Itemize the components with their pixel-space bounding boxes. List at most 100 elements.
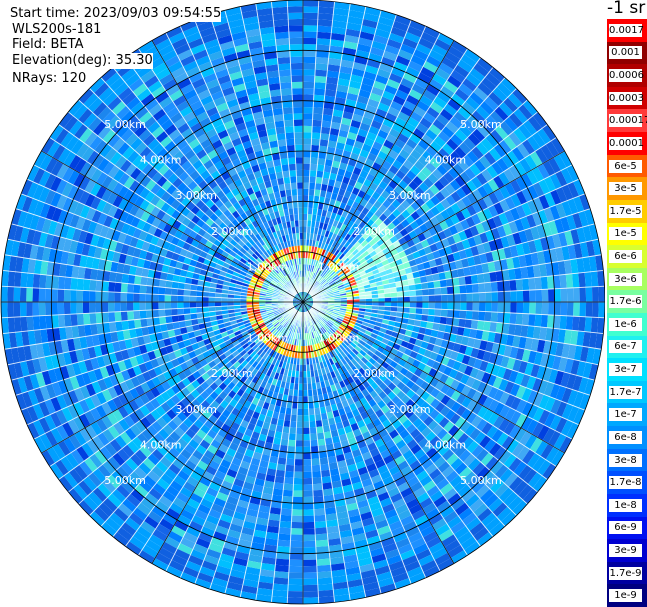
range-gate [552, 233, 562, 249]
range-gate [316, 38, 331, 46]
range-gate [573, 391, 585, 408]
range-gate [444, 376, 455, 387]
range-gate [303, 75, 315, 83]
range-gate [579, 346, 589, 363]
range-gate [518, 123, 533, 140]
range-gate [521, 349, 531, 363]
range-gate [481, 168, 493, 183]
range-gate [530, 338, 540, 352]
range-gate [543, 249, 552, 264]
range-gate [340, 117, 352, 126]
range-gate [526, 265, 535, 279]
range-gate [318, 145, 328, 153]
range-gate [343, 281, 350, 287]
range-gate [478, 292, 486, 302]
range-gate [368, 336, 376, 343]
range-gate [19, 302, 27, 317]
range-gate [330, 254, 337, 262]
range-gate [363, 243, 372, 251]
range-gate [538, 194, 550, 210]
range-gate [76, 313, 84, 326]
range-gate [326, 311, 333, 315]
range-gate [515, 204, 527, 219]
range-gate [323, 197, 331, 205]
range-gate [382, 118, 395, 129]
range-gate [288, 572, 303, 579]
range-gate [530, 226, 540, 241]
range-gate [413, 277, 422, 285]
range-gate [402, 72, 418, 84]
range-gate [333, 154, 343, 163]
range-gate [597, 317, 605, 334]
range-gate [570, 258, 579, 274]
range-gate [410, 331, 419, 339]
range-gate [450, 69, 466, 84]
range-gate [470, 245, 480, 257]
range-gate [317, 276, 323, 283]
range-gate [513, 127, 527, 143]
range-gate [426, 342, 435, 352]
range-gate [527, 404, 539, 420]
range-gate [491, 302, 498, 313]
range-gate [590, 271, 599, 287]
range-gate [377, 150, 388, 161]
range-gate [385, 133, 398, 144]
range-gate [548, 157, 561, 174]
range-gate [356, 175, 366, 185]
range-gate [422, 364, 432, 375]
range-gate [359, 149, 370, 159]
range-gate [573, 345, 583, 361]
range-gate [314, 260, 319, 267]
range-gate [344, 233, 352, 241]
range-gate [514, 372, 525, 386]
range-gate [303, 452, 312, 460]
range-gate [394, 14, 412, 26]
range-gate [493, 389, 505, 402]
range-gate [423, 349, 433, 359]
range-gate [310, 258, 315, 266]
range-gate [356, 95, 370, 105]
range-gate [499, 333, 509, 346]
range-gate [429, 101, 444, 114]
range-gate [552, 355, 562, 371]
range-gate [365, 298, 373, 302]
range-gate [411, 83, 426, 95]
range-gate [334, 258, 341, 265]
range-gate [7, 271, 16, 287]
range-gate [318, 269, 324, 276]
range-gate [340, 255, 348, 262]
range-gate [354, 251, 362, 259]
range-gate [536, 224, 547, 239]
range-gate [339, 274, 347, 280]
range-gate [397, 133, 410, 144]
range-gate [450, 213, 460, 225]
range-gate [407, 318, 415, 326]
range-gate [566, 302, 574, 317]
range-gate [555, 170, 568, 187]
range-gate [380, 145, 392, 155]
range-gate [515, 176, 528, 191]
range-gate [520, 173, 533, 188]
range-gate [369, 250, 377, 258]
range-gate [366, 339, 374, 347]
range-gate [576, 360, 587, 377]
range-gate [504, 182, 516, 197]
range-gate [296, 421, 303, 428]
range-gate [312, 477, 323, 485]
range-gate [45, 288, 52, 302]
range-gate [418, 248, 427, 257]
range-gate [325, 312, 332, 317]
range-gate [347, 276, 355, 282]
range-gate [483, 272, 491, 283]
range-gate [456, 199, 467, 211]
range-gate [354, 233, 362, 242]
range-gate [370, 119, 383, 130]
range-gate [309, 265, 313, 272]
range-gate [440, 209, 451, 221]
range-gate [307, 220, 312, 227]
range-gate [446, 75, 462, 89]
range-gate [303, 396, 309, 403]
range-gate [414, 283, 422, 291]
range-gate [516, 290, 524, 302]
range-gate [536, 365, 547, 380]
